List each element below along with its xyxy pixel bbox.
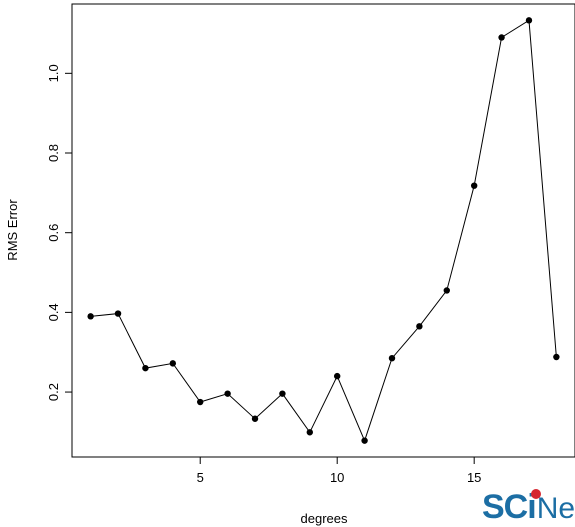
data-point: [361, 437, 368, 444]
data-point: [525, 17, 533, 24]
logo-text-sc: SC: [482, 488, 528, 526]
data-point: [197, 398, 204, 406]
data-point: [251, 415, 259, 422]
scinet-logo: SCi Ne: [482, 488, 575, 527]
plot-frame: [71, 3, 575, 458]
data-point: [87, 313, 94, 320]
x-tick-label: 10: [330, 470, 344, 485]
logo-text-i: i: [527, 488, 542, 526]
y-tick-label: 0.2: [46, 383, 61, 401]
series-line: [90, 19, 557, 443]
data-point: [333, 372, 341, 380]
x-axis-title: degrees: [301, 511, 348, 526]
data-point: [388, 354, 396, 362]
x-tick-label: 15: [467, 470, 481, 485]
data-point: [553, 353, 560, 361]
data-point: [498, 34, 505, 41]
y-tick-label: 0.4: [46, 303, 61, 321]
logo-red-dot: [531, 489, 542, 499]
y-tick-label: 1.0: [46, 64, 61, 82]
data-point: [114, 310, 122, 317]
logo-text-ne: Ne: [536, 492, 575, 525]
data-point: [224, 390, 231, 397]
data-point: [169, 360, 177, 367]
data-series: [87, 17, 560, 444]
y-axis-title: RMS Error: [5, 199, 20, 261]
data-point: [306, 429, 314, 436]
y-tick-label: 0.8: [46, 144, 61, 162]
y-axis: 0.2 0.4 0.6 0.8 1.0: [46, 64, 73, 401]
data-point: [416, 323, 423, 330]
y-tick-label: 0.6: [46, 224, 61, 242]
data-point: [279, 390, 286, 397]
data-point: [470, 182, 478, 189]
data-point: [443, 287, 450, 294]
data-point: [142, 364, 149, 372]
x-axis: 5 10 15: [197, 456, 481, 485]
x-tick-label: 5: [197, 470, 204, 485]
